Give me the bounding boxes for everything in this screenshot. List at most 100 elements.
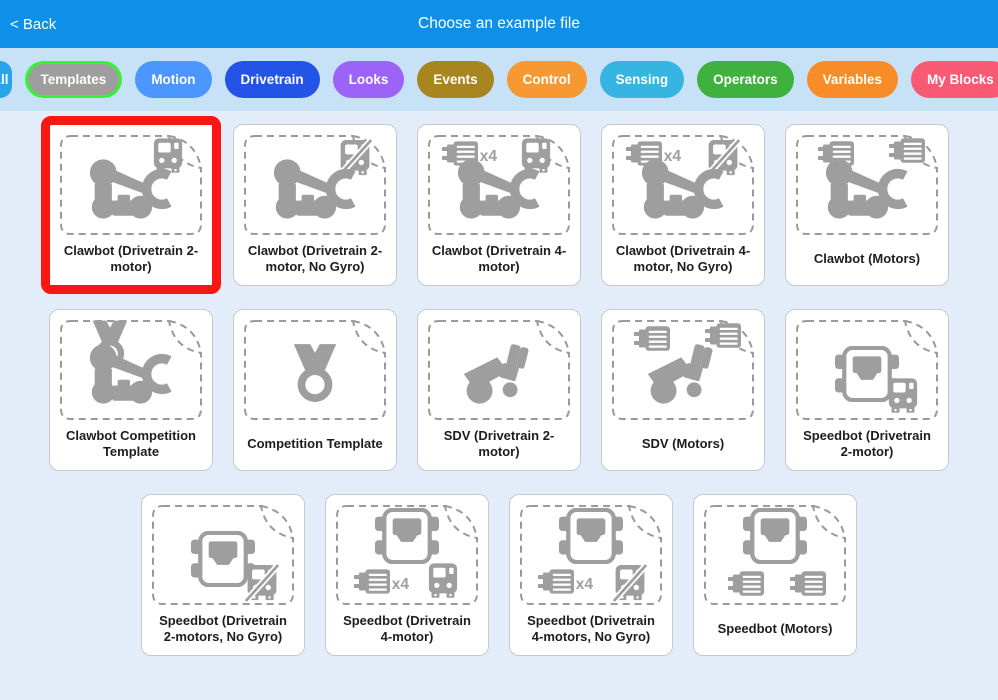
file-outline-icon <box>152 505 294 605</box>
motor-x4-icon <box>538 569 593 594</box>
folded-corner-icon <box>536 135 570 169</box>
file-thumbnail <box>794 133 940 237</box>
file-outline-icon <box>428 320 570 420</box>
example-label: Speedbot (Motors) <box>717 620 833 636</box>
example-card[interactable]: Clawbot (Motors) <box>785 124 949 286</box>
filter-drivetrain[interactable]: Drivetrain <box>224 60 320 99</box>
brain-icon <box>888 378 918 413</box>
file-thumbnail <box>610 133 756 237</box>
file-outline-icon <box>796 320 938 420</box>
speedbot-icon <box>375 510 439 562</box>
filter-bar: All Templates Motion Drivetrain Looks Events C… <box>0 48 998 111</box>
filter-label: Drivetrain <box>240 71 304 87</box>
brain-icon <box>521 138 551 173</box>
example-grid: Clawbot (Drivetrain 2-motor) Clawbot (Dr… <box>41 111 949 656</box>
motor-icon <box>889 138 925 163</box>
file-thumbnail <box>610 318 756 422</box>
clawbot-icon <box>274 159 353 218</box>
example-card[interactable]: Speedbot (Drivetrain 2-motor) <box>785 309 949 471</box>
back-button[interactable]: < Back <box>0 16 56 33</box>
filter-all[interactable]: All <box>0 61 12 98</box>
motor-x4-icon <box>354 569 409 594</box>
example-card[interactable]: Speedbot (Drivetrain 4-motors, No Gyro) <box>509 494 673 656</box>
file-thumbnail <box>242 318 388 422</box>
example-label: Speedbot (Drivetrain 2-motors, No Gyro) <box>159 612 287 644</box>
motor-icon <box>790 571 826 596</box>
folded-corner-icon <box>536 320 570 354</box>
folded-corner-icon <box>720 135 754 169</box>
filter-label: Motion <box>151 71 196 87</box>
filter-operators[interactable]: Operators <box>697 60 794 99</box>
file-thumbnail <box>426 133 572 237</box>
filter-sensing[interactable]: Sensing <box>599 60 685 99</box>
example-label: Clawbot (Drivetrain 4-motor) <box>431 242 567 274</box>
folded-corner-icon <box>260 505 294 539</box>
filter-label: All <box>0 71 9 87</box>
example-card[interactable]: Clawbot (Drivetrain 4-motor) <box>417 124 581 286</box>
example-label: Clawbot Competition Template <box>66 427 196 459</box>
filter-events[interactable]: Events <box>417 60 494 99</box>
file-thumbnail <box>518 503 664 607</box>
example-card[interactable]: Speedbot (Drivetrain 4-motor) <box>325 494 489 656</box>
header: < Back Choose an example file <box>0 0 998 48</box>
motor-icon <box>728 571 764 596</box>
folded-corner-icon <box>904 320 938 354</box>
folded-corner-icon <box>168 320 202 354</box>
filter-looks[interactable]: Looks <box>332 60 405 99</box>
filter-control[interactable]: Control <box>506 60 587 99</box>
file-outline-icon <box>704 505 846 605</box>
motor-icon <box>634 326 670 351</box>
clawbot-icon <box>90 344 169 403</box>
filter-motion[interactable]: Motion <box>135 60 212 99</box>
example-label: Speedbot (Drivetrain 2-motor) <box>803 427 931 459</box>
folded-corner-icon <box>628 505 662 539</box>
example-card[interactable]: Speedbot (Motors) <box>693 494 857 656</box>
example-card[interactable]: Competition Template <box>233 309 397 471</box>
example-card[interactable]: Clawbot (Drivetrain 2-motor, No Gyro) <box>233 124 397 286</box>
file-outline-icon <box>244 135 386 235</box>
example-card[interactable]: Clawbot Competition Template <box>49 309 213 471</box>
filter-label: My Blocks <box>926 71 994 87</box>
example-label: Clawbot (Drivetrain 2-motor, No Gyro) <box>247 242 383 274</box>
example-label: Clawbot (Motors) <box>813 250 921 266</box>
example-card[interactable]: SDV (Motors) <box>601 309 765 471</box>
brain-icon <box>153 138 183 173</box>
filter-templates[interactable]: Templates <box>24 60 123 99</box>
filter-label: Events <box>433 71 478 87</box>
file-outline-icon <box>520 505 662 605</box>
file-thumbnail <box>334 503 480 607</box>
filter-label: Variables <box>822 71 882 87</box>
example-card[interactable]: Clawbot (Drivetrain 4-motor, No Gyro) <box>601 124 765 286</box>
brain-icon <box>428 563 458 598</box>
file-outline-icon <box>428 135 570 235</box>
file-outline-icon <box>60 320 202 420</box>
page-title: Choose an example file <box>418 15 580 32</box>
example-card[interactable]: SDV (Drivetrain 2-motor) <box>417 309 581 471</box>
example-label: SDV (Motors) <box>641 435 725 451</box>
choose-example-dialog: < Back Choose an example file All Templat… <box>0 0 998 656</box>
example-label: Speedbot (Drivetrain 4-motors, No Gyro) <box>527 612 655 644</box>
file-outline-icon <box>612 135 754 235</box>
sdv-icon <box>463 343 530 404</box>
file-thumbnail <box>150 503 296 607</box>
file-outline-icon <box>244 320 386 420</box>
example-label: Clawbot (Drivetrain 4-motor, No Gyro) <box>615 242 751 274</box>
speedbot-icon <box>559 510 623 562</box>
example-card[interactable]: Speedbot (Drivetrain 2-motors, No Gyro) <box>141 494 305 656</box>
filter-label: Sensing <box>615 71 669 87</box>
filter-variables[interactable]: Variables <box>806 60 898 99</box>
example-label: SDV (Drivetrain 2-motor) <box>443 427 555 459</box>
filter-label: Operators <box>713 71 778 87</box>
file-outline-icon <box>336 505 478 605</box>
motor-icon <box>705 323 741 348</box>
file-outline-icon <box>796 135 938 235</box>
file-thumbnail <box>702 503 848 607</box>
filter-my-blocks[interactable]: My Blocks <box>910 60 998 99</box>
folded-corner-icon <box>720 320 754 354</box>
folded-corner-icon <box>168 135 202 169</box>
filter-label: Templates <box>40 71 107 87</box>
example-label: Competition Template <box>247 435 383 451</box>
example-card[interactable]: Clawbot (Drivetrain 2-motor) <box>41 116 221 294</box>
sdv-icon <box>647 343 714 404</box>
clawbot-icon <box>826 159 905 218</box>
